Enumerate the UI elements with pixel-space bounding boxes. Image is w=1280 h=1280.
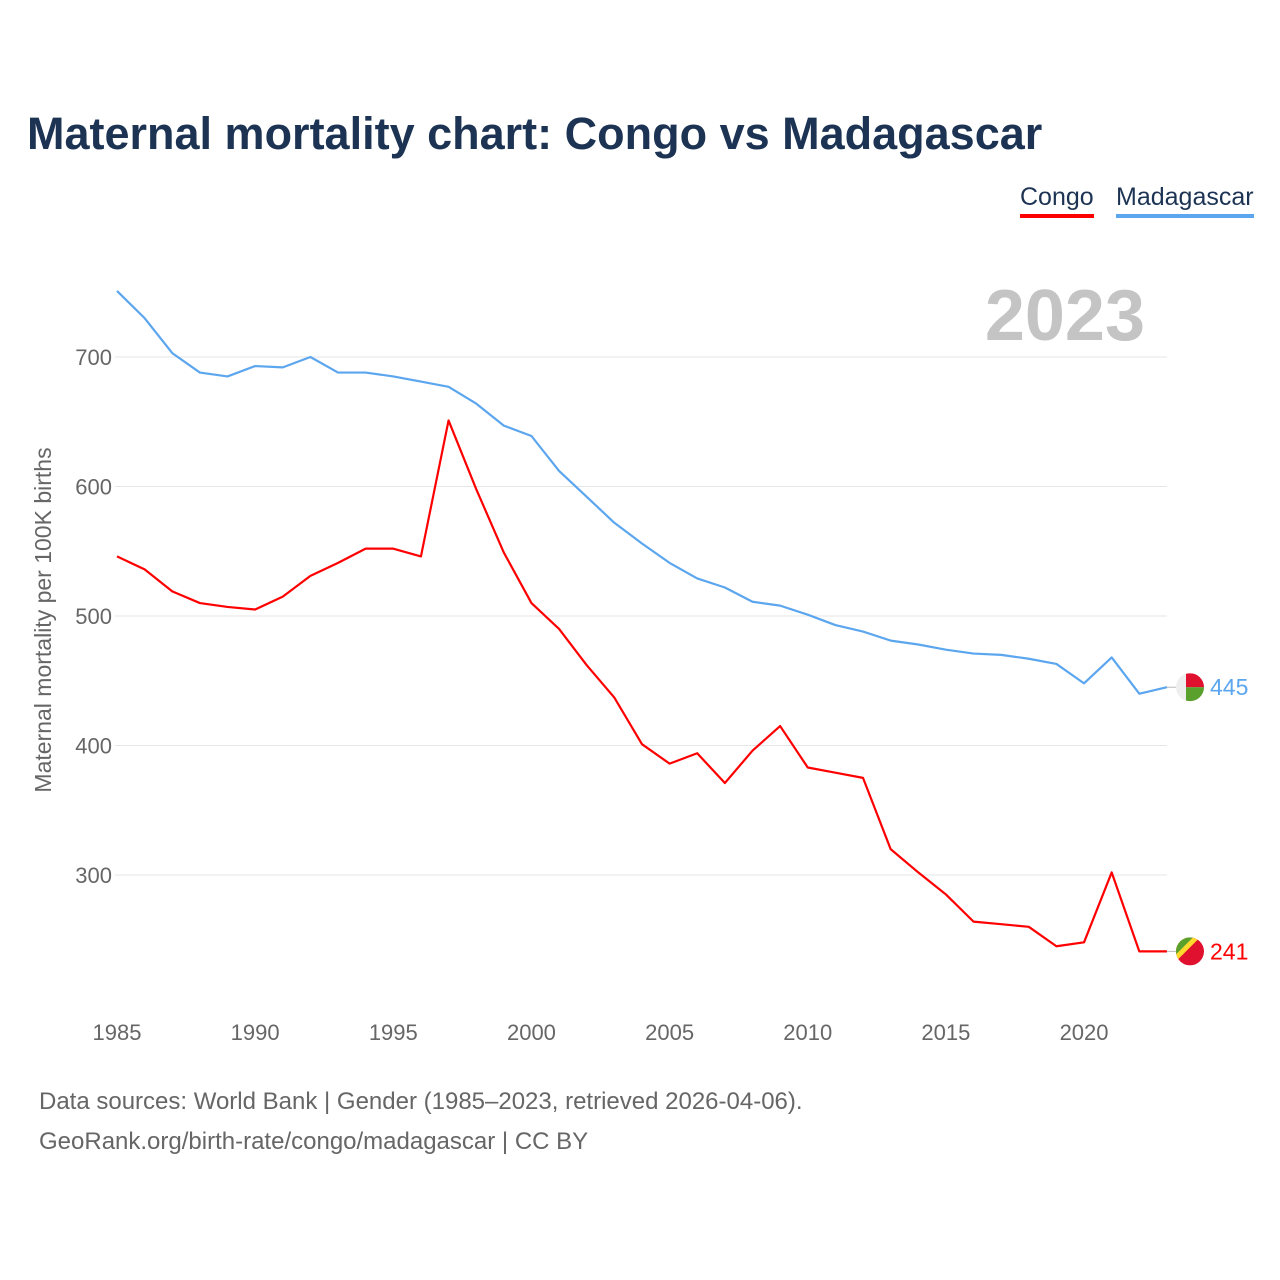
y-tick-label: 300 (75, 863, 112, 888)
footer-sources: Data sources: World Bank | Gender (1985–… (39, 1088, 803, 1115)
x-tick-label: 1995 (369, 1020, 418, 1045)
legend-congo[interactable]: Congo (1020, 183, 1094, 218)
legend-madagascar[interactable]: Madagascar (1116, 183, 1254, 218)
footer-link[interactable]: GeoRank.org/birth-rate/congo/madagascar … (39, 1128, 589, 1155)
y-tick-label: 700 (75, 345, 112, 370)
x-tick-label: 2015 (921, 1020, 970, 1045)
series-line-congo (116, 419, 1167, 953)
x-tick-label: 1990 (231, 1020, 280, 1045)
x-tick-label: 2010 (783, 1020, 832, 1045)
y-tick-label: 400 (75, 734, 112, 759)
congo-flag-icon (1176, 937, 1204, 966)
x-tick-label: 2020 (1060, 1020, 1109, 1045)
end-value-label: 445 (1210, 674, 1248, 700)
x-tick-label: 2005 (645, 1020, 694, 1045)
x-tick-label: 1985 (93, 1020, 142, 1045)
y-axis-label: Maternal mortality per 100K births (30, 447, 56, 792)
x-tick-label: 2000 (507, 1020, 556, 1045)
year-watermark: 2023 (985, 276, 1145, 356)
end-value-label: 241 (1210, 938, 1248, 964)
chart-title: Maternal mortality chart: Congo vs Madag… (27, 108, 1043, 159)
series-line-madagascar (116, 290, 1168, 695)
y-tick-label: 500 (75, 604, 112, 629)
y-tick-label: 600 (75, 475, 112, 500)
madagascar-flag-icon (1176, 673, 1204, 702)
